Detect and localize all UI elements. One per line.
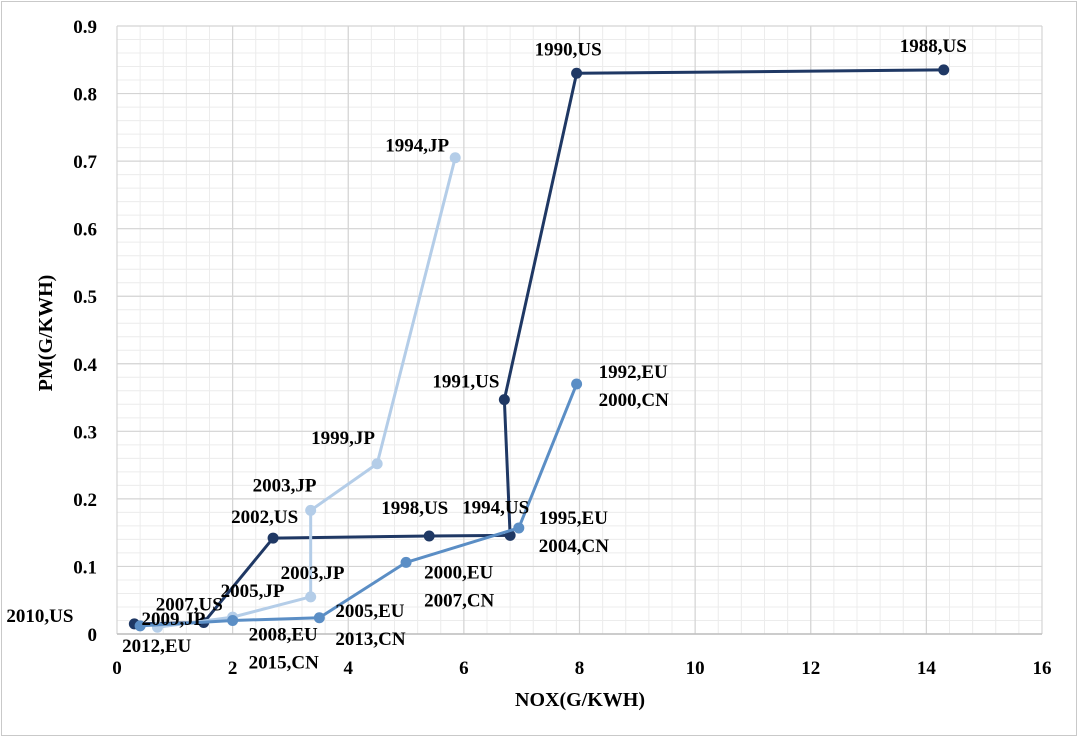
data-label: 2003,JP (253, 475, 317, 496)
data-label: 2002,US (231, 507, 298, 528)
data-label: 2008,EU (249, 624, 318, 645)
data-point (305, 591, 317, 603)
data-label: 1998,US (381, 498, 448, 519)
data-label: 2012,EU (122, 636, 191, 657)
data-label: 2003,JP (281, 563, 345, 584)
data-point (134, 620, 146, 632)
data-point (423, 530, 435, 542)
x-tick-label: 14 (917, 658, 937, 679)
grid (116, 25, 1043, 635)
x-tick-label: 4 (344, 658, 354, 679)
y-tick-label: 0.6 (73, 220, 97, 241)
data-label: 1999,JP (311, 428, 375, 449)
x-axis-title: NOX(G/KWH) (515, 689, 645, 711)
x-tick-label: 8 (575, 658, 585, 679)
data-point (267, 532, 279, 544)
data-label: 1991,US (432, 372, 499, 393)
data-label: 2013,CN (335, 629, 405, 650)
y-axis-title: PM(G/KWH) (35, 275, 57, 392)
x-tick-label: 0 (112, 658, 122, 679)
data-label: 2007,US (156, 595, 223, 616)
y-tick-label: 0.7 (73, 152, 97, 173)
y-tick-label: 0.2 (73, 490, 97, 511)
data-point (305, 504, 317, 516)
data-label: 1992,EU (599, 362, 668, 383)
y-tick-label: 0.8 (73, 85, 97, 106)
data-point (571, 67, 583, 79)
data-point (513, 522, 525, 534)
data-label: 2000,CN (599, 390, 669, 411)
x-tick-label: 10 (686, 658, 705, 679)
series-layer (128, 64, 950, 633)
data-label: 1994,US (462, 497, 529, 518)
data-point (571, 378, 583, 390)
x-tick-label: 2 (228, 658, 238, 679)
x-tick-label: 16 (1033, 658, 1052, 679)
data-label: 2005,JP (221, 581, 285, 602)
series-line (134, 68, 944, 626)
series-line (157, 157, 457, 629)
y-tick-label: 0.4 (73, 355, 97, 376)
y-tick-label: 0.5 (73, 287, 97, 308)
data-point (313, 612, 325, 624)
data-point (227, 614, 239, 626)
series-line (140, 383, 579, 628)
data-label: 2004,CN (539, 536, 609, 557)
x-tick-label: 6 (459, 658, 469, 679)
data-label: 2010,US (6, 606, 73, 627)
data-label: 2005,EU (335, 601, 404, 622)
data-point (449, 152, 461, 164)
data-point (400, 556, 412, 568)
data-label: 2000,EU (424, 562, 493, 583)
data-point (938, 64, 950, 76)
y-tick-label: 0.9 (73, 17, 97, 38)
y-tick-label: 0.3 (73, 422, 97, 443)
data-label: 1990,US (535, 39, 602, 60)
data-label: 1994,JP (385, 136, 449, 157)
y-tick-label: 0 (88, 625, 98, 646)
data-labels: 1988,US 1990,US 1991,US 1994,US 1998,US 2002,… (6, 36, 966, 674)
data-label: 1995,EU (539, 508, 608, 529)
data-label: 2007,CN (424, 590, 494, 611)
axes: 0 2 4 6 8 10 12 14 16 0 0.1 0.2 0.3 0.4 0.5 0.6 0.7 0.8 0.… (73, 17, 1051, 679)
data-label: 1988,US (900, 36, 967, 57)
x-tick-label: 12 (801, 658, 820, 679)
data-point (371, 458, 383, 470)
y-tick-label: 0.1 (73, 557, 97, 578)
data-label: 2015,CN (249, 652, 319, 673)
data-label: 2009,JP (141, 609, 205, 630)
data-point (498, 394, 510, 406)
